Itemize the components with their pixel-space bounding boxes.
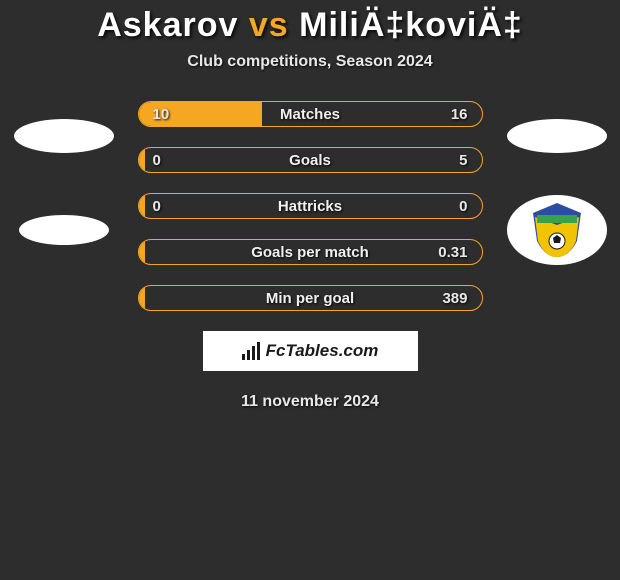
stat-value-right: 0.31 [438,244,467,261]
stat-label: Min per goal [266,290,354,307]
stat-fill [139,148,146,172]
stat-bar: 10 Matches 16 [138,101,483,127]
player1-name: Askarov [97,6,238,44]
placeholder-ellipse-icon [19,215,109,245]
stat-value-right: 0 [459,198,467,215]
page-title: Askarov vs MiliÄ‡koviÄ‡ [97,6,523,45]
stat-label: Goals [289,152,331,169]
vs-text: vs [249,6,289,44]
right-logos [507,101,607,265]
shield-icon [529,201,585,259]
stat-value-right: 5 [459,152,467,169]
placeholder-ellipse-icon [507,119,607,153]
stat-bar: 0 Goals 5 [138,147,483,173]
stat-value-left: 10 [153,106,170,123]
stats-area: 10 Matches 16 0 Goals 5 0 Hattricks 0 Goals per m… [0,101,620,311]
stat-bar: 0 Hattricks 0 [138,193,483,219]
right-logo-1 [507,101,607,171]
date-text: 11 november 2024 [241,393,379,411]
bar-chart-icon [242,342,260,360]
brand-link[interactable]: FcTables.com [203,331,418,371]
stat-bar: Min per goal 389 [138,285,483,311]
player2-name: MiliÄ‡koviÄ‡ [299,6,523,44]
stats-column: 10 Matches 16 0 Goals 5 0 Hattricks 0 Goals per m… [138,101,483,311]
left-logos [14,101,114,265]
stat-fill [139,194,146,218]
left-logo-1 [14,101,114,171]
brand-text: FcTables.com [266,341,379,361]
left-logo-2 [14,195,114,265]
stat-value-left: 0 [153,198,161,215]
stat-fill [139,286,146,310]
stat-value-right: 389 [442,290,467,307]
stat-bar: Goals per match 0.31 [138,239,483,265]
club-crest [507,195,607,265]
right-logo-2 [507,195,607,265]
stat-label: Hattricks [278,198,342,215]
stat-label: Matches [280,106,340,123]
stat-value-left: 0 [153,152,161,169]
stat-label: Goals per match [251,244,369,261]
subtitle: Club competitions, Season 2024 [187,53,432,71]
stat-value-right: 16 [451,106,468,123]
placeholder-ellipse-icon [14,119,114,153]
stat-fill [139,240,146,264]
